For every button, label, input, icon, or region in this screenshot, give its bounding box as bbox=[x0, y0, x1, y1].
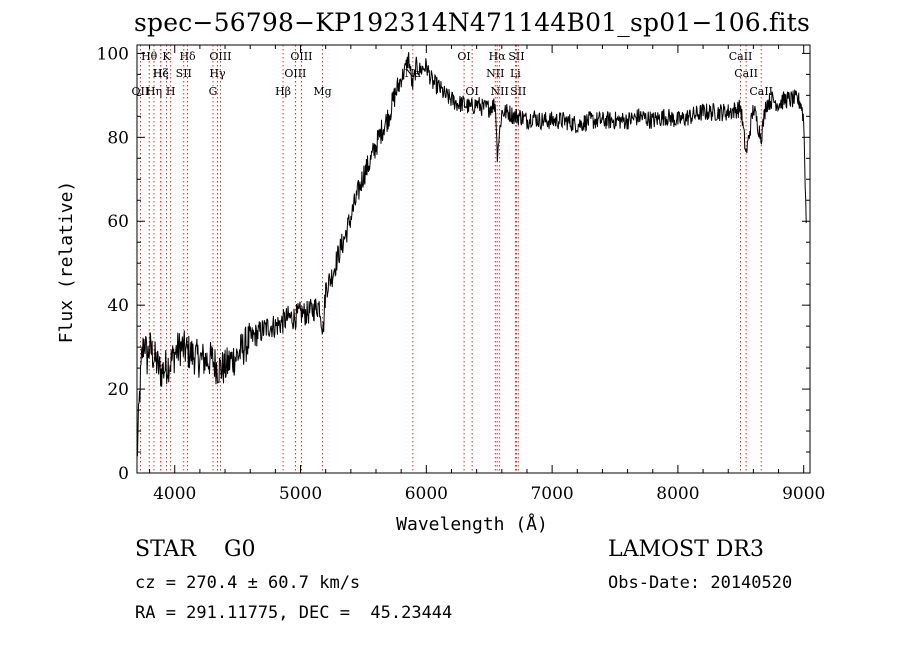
line-label-22: SII bbox=[508, 50, 524, 63]
line-label-26: CaII bbox=[734, 67, 758, 80]
line-label-5: K bbox=[162, 50, 171, 63]
chart-title: spec−56798−KP192314N471144B01_sp01−106.f… bbox=[134, 8, 810, 37]
x-axis-label: Wavelength (Å) bbox=[396, 513, 548, 535]
line-label-14: OIII bbox=[290, 50, 312, 63]
line-label-18: OI bbox=[465, 85, 478, 98]
ra-dec-coordinates: RA = 291.11775, DEC = 45.23444 bbox=[135, 603, 453, 623]
x-tick-label-5: 9000 bbox=[782, 484, 825, 504]
line-label-21: NII bbox=[491, 85, 509, 98]
line-label-10: OIII bbox=[209, 50, 231, 63]
line-label-2: Hη bbox=[146, 85, 162, 98]
x-tick-label-2: 6000 bbox=[405, 484, 448, 504]
line-label-0: OII bbox=[132, 85, 150, 98]
line-label-1: Hθ bbox=[141, 50, 158, 63]
y-tick-label-2: 40 bbox=[107, 296, 129, 316]
star-class: STAR G0 bbox=[135, 537, 256, 562]
redshift-cz: cz = 270.4 ± 60.7 km/s bbox=[135, 573, 361, 593]
line-label-25: CaII bbox=[729, 50, 753, 63]
y-tick-label-4: 80 bbox=[107, 128, 129, 148]
y-tick-label-5: 100 bbox=[97, 44, 129, 64]
y-axis-label: Flux (relative) bbox=[56, 181, 77, 344]
plot-frame bbox=[136, 44, 811, 474]
line-label-12: Hβ bbox=[275, 85, 291, 98]
y-tick-label-3: 60 bbox=[107, 212, 129, 232]
line-label-19: Hα bbox=[489, 50, 507, 63]
line-label-9: G bbox=[209, 85, 218, 98]
spectral-line-markers bbox=[139, 45, 762, 473]
x-tick-label-0: 4000 bbox=[153, 484, 196, 504]
line-label-15: Mg bbox=[313, 85, 331, 98]
x-tick-label-4: 8000 bbox=[656, 484, 699, 504]
observation-date: Obs-Date: 20140520 bbox=[608, 573, 793, 593]
line-label-27: CaII bbox=[749, 85, 773, 98]
line-label-16: Na bbox=[405, 67, 422, 80]
line-label-13: OIII bbox=[284, 67, 306, 80]
x-axis: 4000 5000 6000 7000 8000 9000 bbox=[149, 45, 825, 504]
line-label-11: Hγ bbox=[209, 67, 226, 80]
y-tick-label-0: 0 bbox=[118, 464, 129, 484]
line-label-23: Li bbox=[510, 67, 521, 80]
y-tick-label-1: 20 bbox=[107, 380, 129, 400]
spectrum-line bbox=[136, 52, 807, 457]
line-label-20: NII bbox=[486, 67, 504, 80]
x-tick-label-3: 7000 bbox=[530, 484, 573, 504]
line-label-3: Hζ bbox=[153, 67, 169, 80]
line-label-4: He bbox=[153, 67, 169, 80]
line-label-6: H bbox=[166, 85, 176, 98]
line-label-8: SII bbox=[176, 67, 192, 80]
x-tick-label-1: 5000 bbox=[279, 484, 322, 504]
line-label-24: SII bbox=[510, 85, 526, 98]
line-label-17: OI bbox=[457, 50, 470, 63]
line-label-7: Hδ bbox=[179, 50, 196, 63]
survey-name: LAMOST DR3 bbox=[608, 537, 764, 562]
y-axis: 0 20 40 60 80 100 bbox=[97, 44, 810, 484]
